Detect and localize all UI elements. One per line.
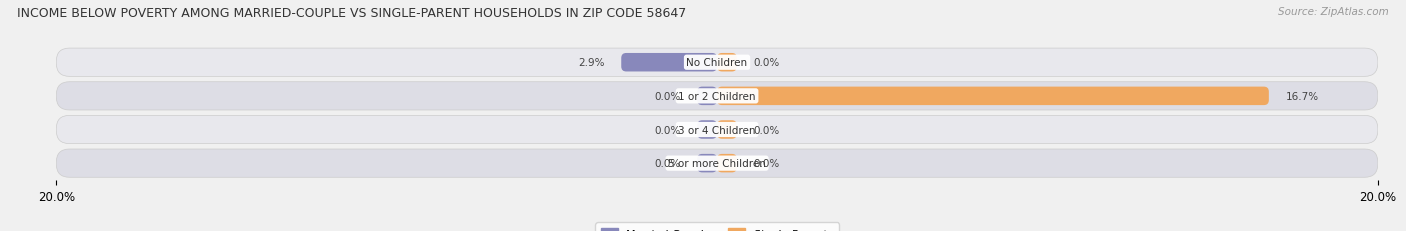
FancyBboxPatch shape — [56, 116, 1378, 144]
FancyBboxPatch shape — [56, 49, 1378, 77]
FancyBboxPatch shape — [697, 87, 717, 106]
Text: 16.7%: 16.7% — [1285, 91, 1319, 101]
Text: No Children: No Children — [686, 58, 748, 68]
Text: 0.0%: 0.0% — [754, 158, 780, 168]
FancyBboxPatch shape — [717, 87, 1268, 106]
Text: 5 or more Children: 5 or more Children — [668, 158, 766, 168]
Text: 0.0%: 0.0% — [654, 125, 681, 135]
Legend: Married Couples, Single Parents: Married Couples, Single Parents — [595, 222, 839, 231]
FancyBboxPatch shape — [56, 149, 1378, 177]
Text: 0.0%: 0.0% — [754, 58, 780, 68]
FancyBboxPatch shape — [717, 121, 737, 139]
FancyBboxPatch shape — [621, 54, 717, 72]
FancyBboxPatch shape — [56, 82, 1378, 110]
FancyBboxPatch shape — [717, 154, 737, 173]
Text: 0.0%: 0.0% — [654, 158, 681, 168]
Text: INCOME BELOW POVERTY AMONG MARRIED-COUPLE VS SINGLE-PARENT HOUSEHOLDS IN ZIP COD: INCOME BELOW POVERTY AMONG MARRIED-COUPL… — [17, 7, 686, 20]
Text: Source: ZipAtlas.com: Source: ZipAtlas.com — [1278, 7, 1389, 17]
FancyBboxPatch shape — [697, 121, 717, 139]
FancyBboxPatch shape — [697, 154, 717, 173]
Text: 2.9%: 2.9% — [578, 58, 605, 68]
Text: 3 or 4 Children: 3 or 4 Children — [678, 125, 756, 135]
FancyBboxPatch shape — [717, 54, 737, 72]
Text: 1 or 2 Children: 1 or 2 Children — [678, 91, 756, 101]
Text: 0.0%: 0.0% — [654, 91, 681, 101]
Text: 0.0%: 0.0% — [754, 125, 780, 135]
